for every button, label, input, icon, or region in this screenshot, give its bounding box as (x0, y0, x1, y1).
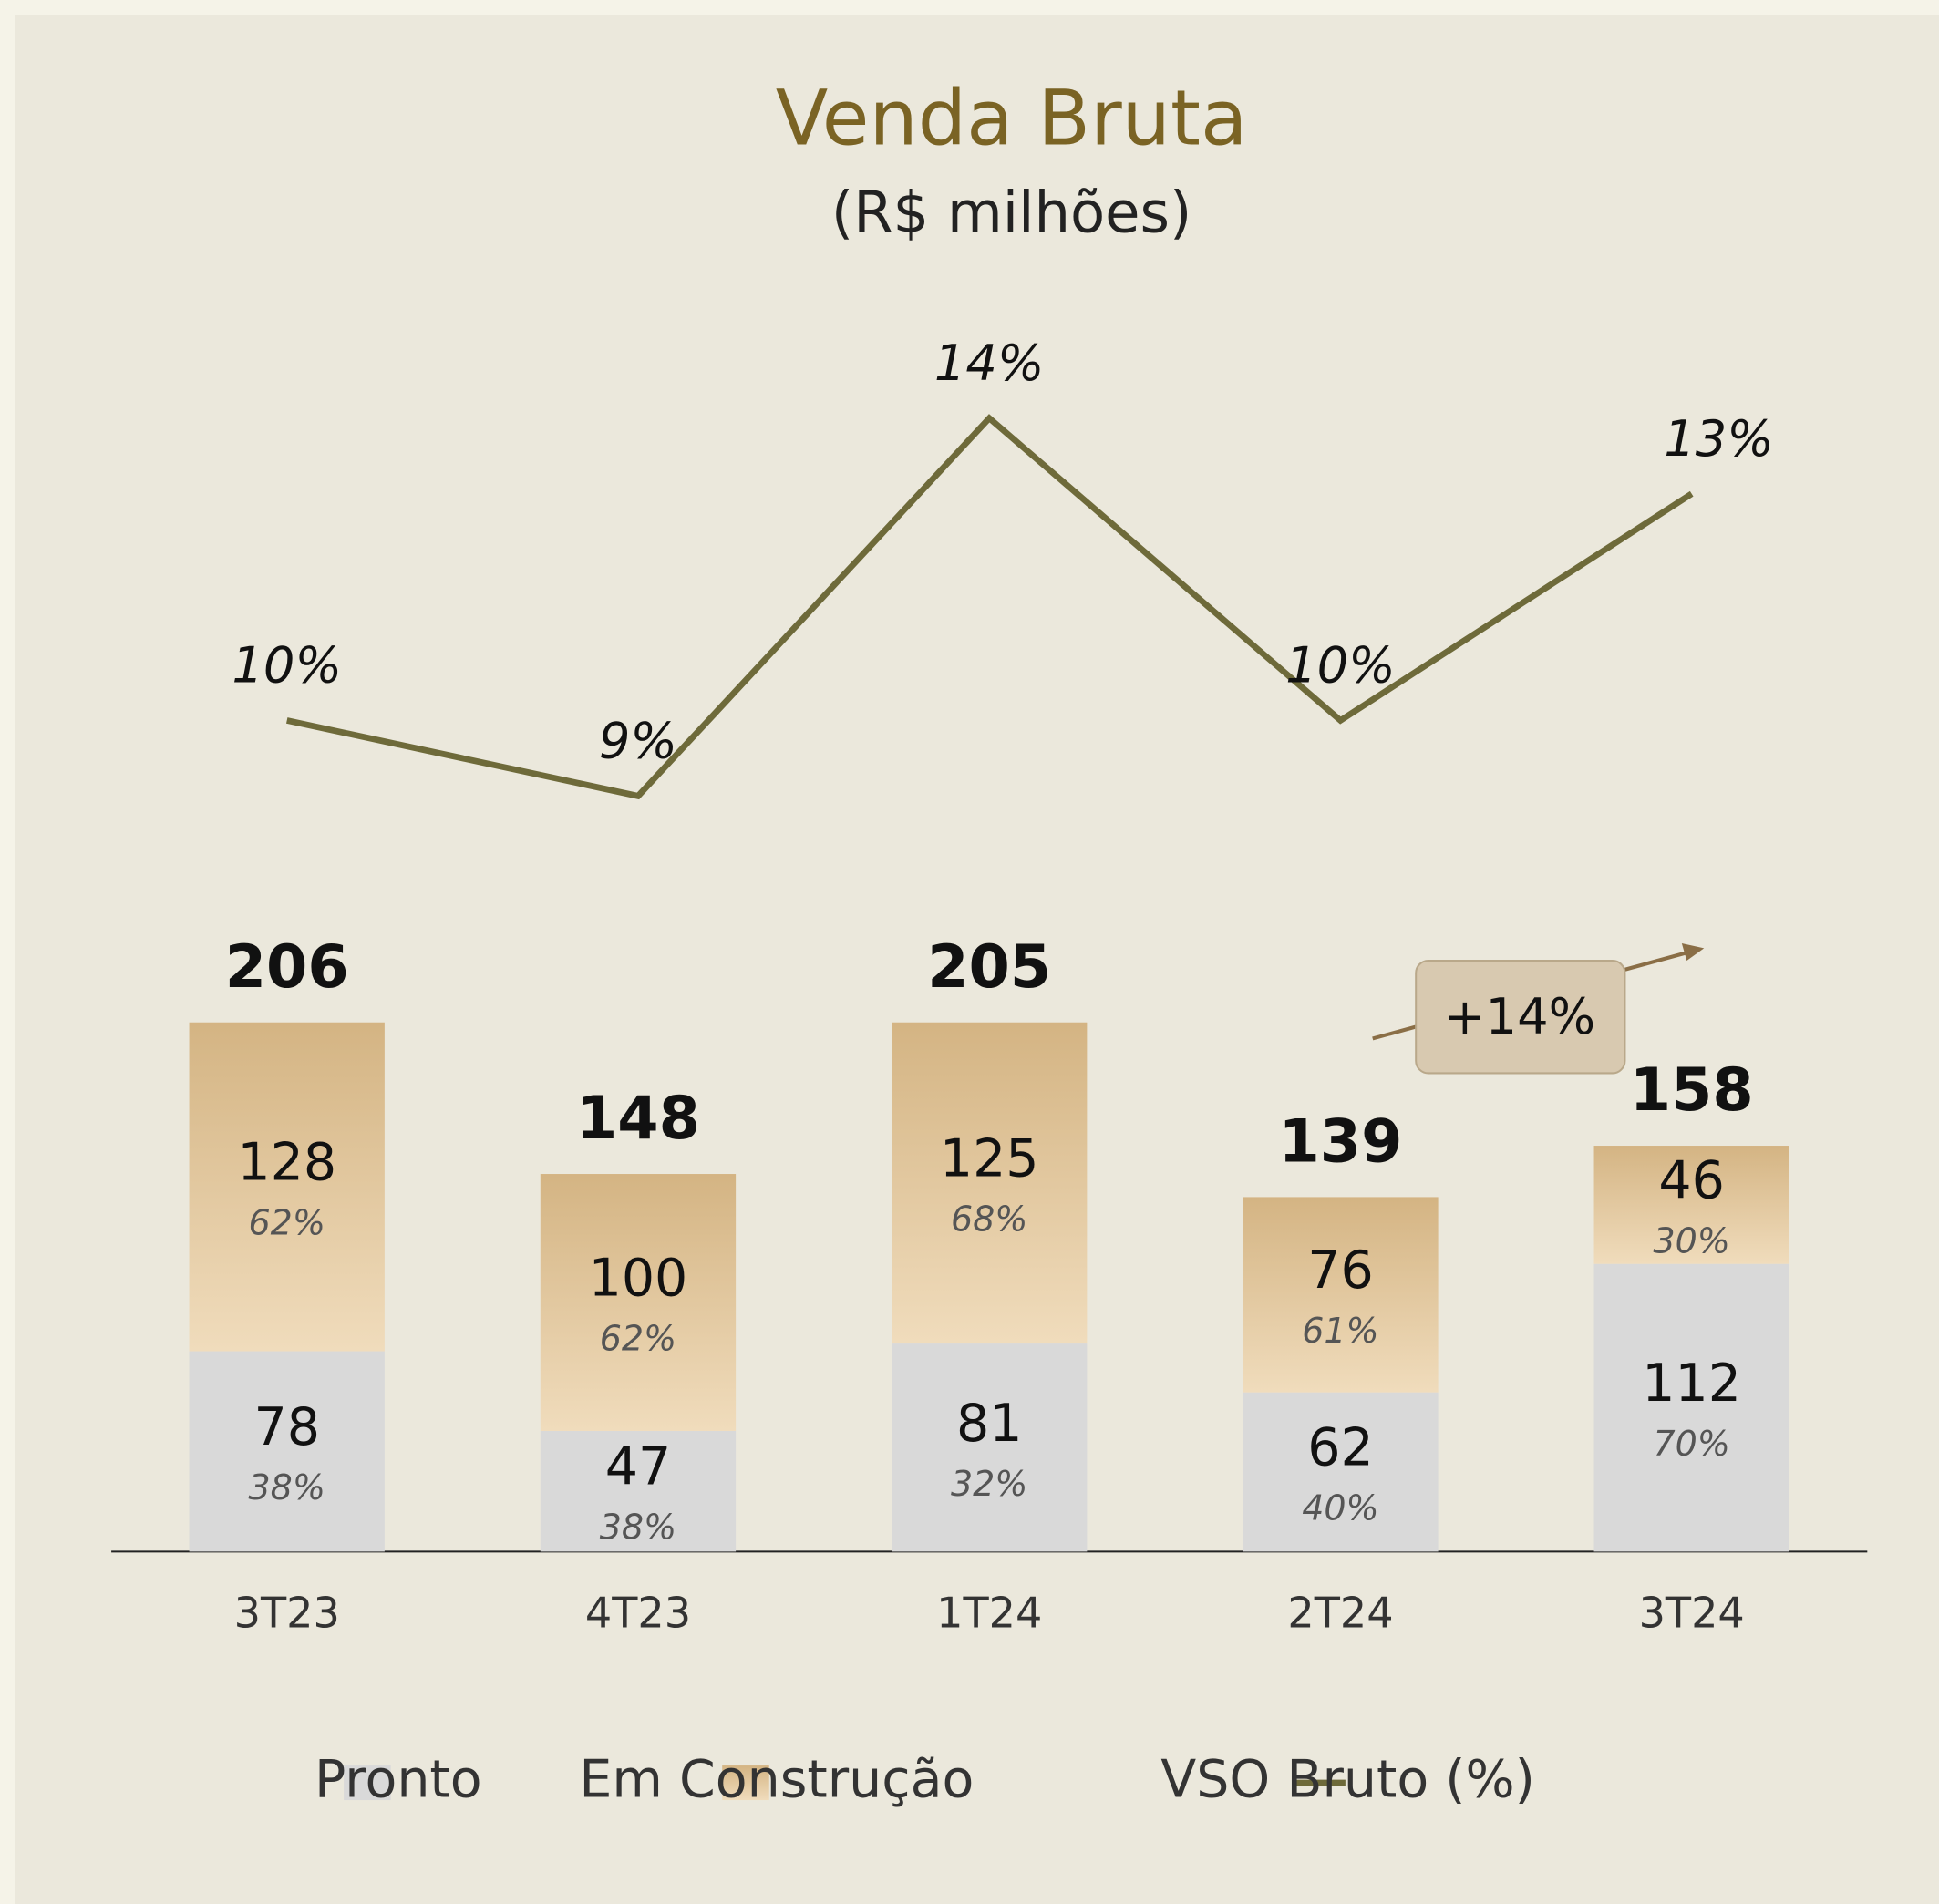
segment-value-label: 128 (237, 1133, 336, 1193)
x-tick-label: 4T23 (585, 1588, 691, 1637)
legend-swatch (344, 1765, 391, 1801)
segment-share-label: 70% (1653, 1424, 1729, 1464)
segment-value-label: 112 (1642, 1353, 1741, 1414)
segment-value-label: 81 (956, 1394, 1023, 1454)
segment-share-label: 38% (600, 1508, 676, 1548)
line-value-label: 9% (599, 712, 677, 769)
x-tick-label: 3T23 (234, 1588, 340, 1637)
segment-value-label: 76 (1307, 1240, 1374, 1301)
segment-share-label: 30% (1653, 1220, 1729, 1261)
bar-segment (1593, 1263, 1789, 1552)
segment-share-label: 38% (249, 1467, 325, 1508)
bar-segment (189, 1022, 385, 1352)
line-value-label: 13% (1664, 410, 1774, 468)
legend-label: VSO Bruto (%) (1160, 1750, 1535, 1810)
x-tick-label: 2T24 (1287, 1588, 1393, 1637)
bar-segment (540, 1174, 737, 1431)
segment-value-label: 47 (605, 1437, 671, 1497)
annotation-text: +14% (1444, 988, 1595, 1045)
bar-segment (189, 1351, 385, 1552)
chart-subtitle: (R$ milhões) (831, 179, 1192, 245)
bar-segment (892, 1022, 1088, 1344)
segment-share-label: 62% (600, 1319, 676, 1359)
segment-value-label: 100 (589, 1249, 688, 1309)
total-label: 158 (1630, 1056, 1754, 1125)
line (286, 414, 1694, 800)
segment-share-label: 68% (951, 1199, 1027, 1239)
bar-segment (1243, 1392, 1439, 1552)
segment-share-label: 61% (1302, 1311, 1378, 1351)
annotation: +14% (189, 943, 1789, 1552)
legend-swatch (722, 1765, 769, 1801)
line-value-label: 14% (934, 334, 1045, 392)
total-label: 148 (576, 1085, 700, 1153)
segment-value-label: 125 (940, 1128, 1039, 1189)
total-label: 206 (225, 933, 349, 1002)
x-tick-label: 3T24 (1639, 1588, 1745, 1637)
total-label: 139 (1278, 1107, 1402, 1176)
total-label: 205 (927, 933, 1051, 1002)
bar-segment (1243, 1197, 1439, 1393)
line-value-label: 10% (232, 637, 342, 695)
segment-value-label: 46 (1658, 1150, 1725, 1210)
annotation-box (1415, 959, 1626, 1075)
line-value-label: 10% (1285, 637, 1396, 695)
segment-share-label: 32% (951, 1464, 1027, 1504)
segment-share-label: 40% (1302, 1488, 1378, 1528)
legend-label: Em Construção (579, 1750, 974, 1810)
segment-value-label: 62 (1307, 1418, 1374, 1478)
bar-segment (1593, 1146, 1789, 1264)
legend-label: Pronto (315, 1750, 482, 1810)
bar-segment (540, 1430, 737, 1552)
arrow-head (1681, 943, 1705, 961)
bar-segment (892, 1343, 1088, 1552)
plot-background (15, 15, 1939, 1904)
segment-share-label: 62% (249, 1203, 325, 1243)
chart-title: Venda Bruta (776, 74, 1248, 163)
x-tick-label: 1T24 (936, 1588, 1042, 1637)
segment-value-label: 78 (253, 1397, 320, 1457)
